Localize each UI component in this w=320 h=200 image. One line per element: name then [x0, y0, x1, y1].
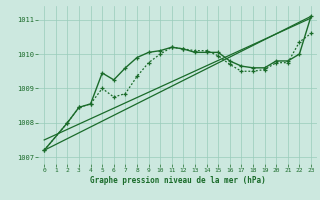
X-axis label: Graphe pression niveau de la mer (hPa): Graphe pression niveau de la mer (hPa) [90, 176, 266, 185]
